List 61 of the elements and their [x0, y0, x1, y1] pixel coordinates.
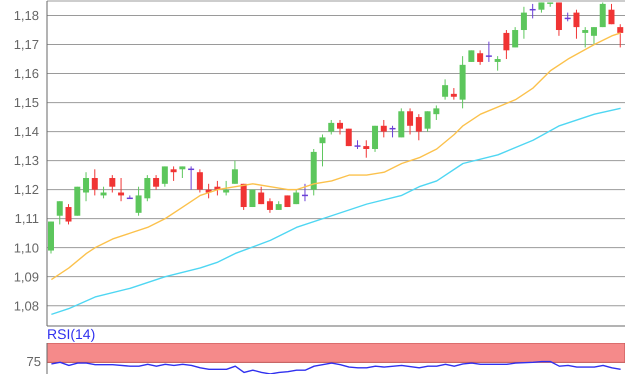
candlestick: [293, 189, 300, 205]
candlestick: [433, 104, 440, 120]
y-tick-label: 1,11: [14, 211, 39, 226]
candlestick: [424, 110, 431, 132]
line-series: [50, 108, 622, 316]
candlestick: [56, 200, 63, 225]
candlestick: [600, 2, 606, 28]
candlestick: [477, 50, 484, 66]
y-tick-label: 1,14: [14, 124, 39, 140]
chart-title: RSI(14): [47, 326, 96, 342]
candlestick: [249, 189, 256, 208]
candlestick: [153, 174, 160, 190]
candlestick: [136, 186, 142, 216]
candlestick: [494, 56, 501, 72]
y-tick-label: 1,15: [14, 95, 39, 110]
y-tick-label: 1,16: [14, 66, 39, 82]
candlestick: [442, 78, 448, 100]
candlestick: [528, 3, 536, 19]
candlestick: [416, 114, 422, 141]
y-tick-label: 1,08: [14, 298, 39, 314]
candlestick: [608, 3, 614, 25]
candlestick: [617, 24, 624, 48]
candlestick: [328, 119, 334, 135]
candlestick: [582, 26, 588, 48]
candlestick: [512, 26, 518, 48]
candlestick: [388, 125, 396, 138]
candlestick: [258, 186, 264, 205]
candlestick: [503, 30, 510, 60]
candlestick: [380, 119, 387, 138]
candlestick: [266, 198, 273, 214]
y-tick-label: 1,12: [14, 182, 39, 198]
candlestick: [485, 41, 493, 62]
candlestick: [92, 168, 98, 196]
candlestick: [232, 160, 238, 184]
candlestick: [372, 125, 378, 152]
candlestick: [196, 168, 203, 194]
candlestick: [520, 6, 527, 40]
candlestick: [337, 119, 343, 135]
candlestick: [144, 174, 150, 202]
candlestick: [66, 204, 72, 225]
text: 75: [26, 354, 41, 370]
candlestick: [301, 183, 309, 202]
candlestick: [590, 26, 597, 46]
candlestick: [118, 178, 124, 202]
candlestick: [100, 186, 107, 199]
candlestick: [319, 134, 326, 167]
candlestick: [223, 180, 230, 196]
candlestick: [109, 174, 116, 194]
y-tick-label: 1,18: [14, 8, 39, 24]
candlestick: [407, 108, 414, 135]
y-tick-label: 1,13: [14, 153, 39, 168]
candlestick: [573, 9, 580, 40]
candlestick: [346, 128, 352, 147]
candlestick: [187, 166, 195, 190]
candlestick: [363, 140, 370, 158]
candlestick: [83, 172, 90, 202]
y-tick-label: 1,09: [14, 269, 39, 284]
y-tick-label: 1,10: [14, 240, 39, 256]
y-tick-label: 1,17: [14, 37, 39, 52]
candlestick: [162, 166, 168, 188]
candlestick: [450, 88, 457, 100]
